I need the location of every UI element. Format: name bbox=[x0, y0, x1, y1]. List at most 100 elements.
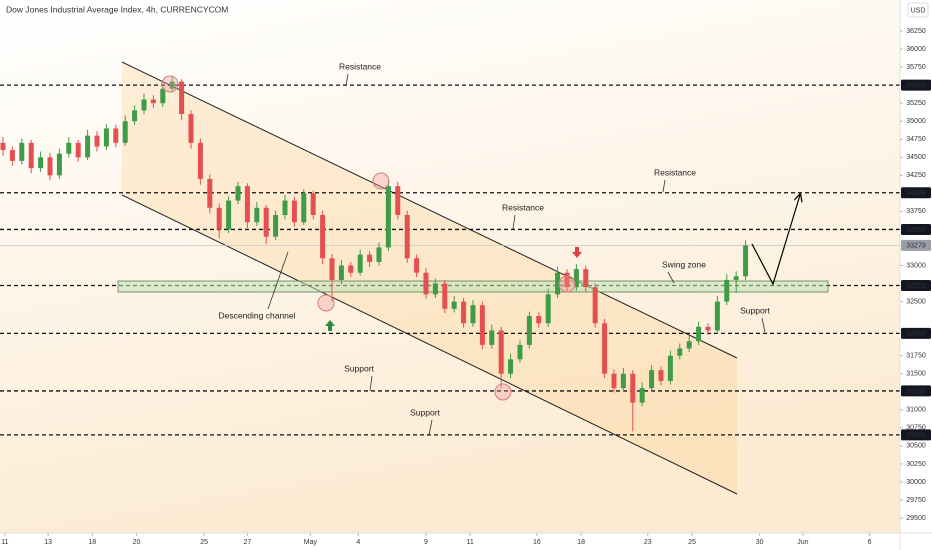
candle-body bbox=[376, 247, 382, 262]
candle-body bbox=[254, 207, 260, 223]
x-tick-label: 16 bbox=[533, 539, 541, 546]
pointer bbox=[369, 375, 373, 392]
candle-body bbox=[28, 142, 34, 169]
level-label: 35500 bbox=[906, 82, 926, 89]
candle-body bbox=[179, 81, 185, 114]
candle-body bbox=[263, 207, 269, 237]
candle-body bbox=[329, 258, 335, 280]
x-tick-label: Jun bbox=[797, 539, 808, 546]
candle-body bbox=[479, 305, 485, 345]
candle-body bbox=[432, 283, 438, 295]
channel-upper bbox=[121, 61, 738, 359]
x-tick-label: 6 bbox=[868, 539, 872, 546]
candle-body bbox=[667, 355, 673, 381]
pointer bbox=[267, 251, 289, 310]
touch-circle bbox=[372, 172, 390, 190]
candle-body bbox=[602, 323, 608, 374]
last-price-label: 33279 bbox=[906, 243, 926, 250]
annotation: Resistance bbox=[502, 202, 544, 212]
candle-body bbox=[273, 215, 279, 237]
y-tick-label: 31500 bbox=[906, 371, 926, 378]
level-box bbox=[901, 223, 931, 235]
candle-body bbox=[630, 373, 636, 403]
channel-lower bbox=[121, 194, 738, 495]
candle-body bbox=[357, 254, 363, 273]
candle-body bbox=[282, 200, 288, 216]
candle-body bbox=[367, 254, 373, 262]
y-tick-label: 33750 bbox=[906, 208, 926, 215]
candle-body bbox=[122, 121, 128, 143]
candle-body bbox=[226, 200, 232, 230]
y-tick-label: 30000 bbox=[906, 479, 926, 486]
y-tick-label: 30250 bbox=[906, 461, 926, 468]
pointer bbox=[512, 214, 516, 230]
candle-body bbox=[564, 272, 570, 288]
candle-body bbox=[414, 258, 420, 273]
candle-body bbox=[75, 142, 81, 158]
x-tick-label: 23 bbox=[644, 539, 652, 546]
candle-body bbox=[385, 186, 391, 248]
y-tick-label: 34250 bbox=[906, 172, 926, 179]
candle-body bbox=[526, 316, 532, 345]
candle-body bbox=[677, 348, 683, 356]
annotation: Descending channel bbox=[218, 310, 295, 320]
pointer bbox=[667, 271, 675, 284]
touch-circle bbox=[558, 275, 576, 293]
touch-circle bbox=[317, 294, 335, 312]
x-tick-label: May bbox=[304, 539, 318, 546]
candle-body bbox=[113, 128, 119, 143]
candle-body bbox=[395, 186, 401, 216]
y-tick-label: 30750 bbox=[906, 425, 926, 432]
y-tick-label: 32500 bbox=[906, 298, 926, 305]
level-label: 32723 bbox=[906, 283, 926, 290]
candle-body bbox=[94, 135, 100, 147]
x-tick-label: 13 bbox=[44, 539, 52, 546]
candle-body bbox=[56, 153, 62, 176]
y-tick-label: 35250 bbox=[906, 100, 926, 107]
candle-body bbox=[461, 301, 467, 324]
candle-body bbox=[705, 326, 711, 331]
pointer bbox=[761, 317, 766, 333]
x-tick-label: 25 bbox=[200, 539, 208, 546]
pointer bbox=[662, 179, 666, 193]
level-label: 34009 bbox=[906, 190, 926, 197]
candle-body bbox=[714, 301, 720, 331]
level-label: 31262 bbox=[906, 388, 926, 395]
candle-body bbox=[197, 142, 203, 179]
candle-body bbox=[583, 269, 589, 288]
y-tick-label: 29500 bbox=[906, 515, 926, 522]
down-arrow bbox=[572, 247, 582, 258]
candle-body bbox=[658, 370, 664, 381]
candle-body bbox=[508, 359, 514, 374]
x-tick-label: 18 bbox=[577, 539, 585, 546]
y-tick-label: 36000 bbox=[906, 46, 926, 53]
candle-body bbox=[320, 215, 326, 259]
y-tick-label: 36250 bbox=[906, 28, 926, 35]
candle-body bbox=[85, 135, 91, 158]
candle-body bbox=[592, 287, 598, 324]
candle-body bbox=[573, 269, 579, 288]
x-tick-label: 9 bbox=[424, 539, 428, 546]
candle-body bbox=[611, 373, 617, 389]
candle-body bbox=[555, 272, 561, 295]
level-box bbox=[901, 187, 931, 199]
candle-body bbox=[620, 373, 626, 389]
pointer bbox=[345, 73, 349, 87]
highlights bbox=[161, 75, 576, 401]
candle-body bbox=[498, 330, 504, 374]
last-price-box bbox=[901, 239, 931, 251]
level-label: 30653 bbox=[906, 432, 926, 439]
candle-body bbox=[169, 81, 175, 89]
annotation: Support bbox=[344, 363, 374, 373]
candle-body bbox=[235, 186, 241, 201]
candle-body bbox=[686, 341, 692, 349]
y-tick-label: 31750 bbox=[906, 353, 926, 360]
currency-box bbox=[907, 2, 929, 18]
up-arrow bbox=[325, 320, 335, 331]
x-tick-label: 18 bbox=[88, 539, 96, 546]
y-tick-label: 35000 bbox=[906, 118, 926, 125]
channel-fill bbox=[122, 62, 737, 494]
y-tick-label: 29750 bbox=[906, 497, 926, 504]
annotation: Support bbox=[410, 407, 440, 417]
y-tick-label: 34500 bbox=[906, 154, 926, 161]
